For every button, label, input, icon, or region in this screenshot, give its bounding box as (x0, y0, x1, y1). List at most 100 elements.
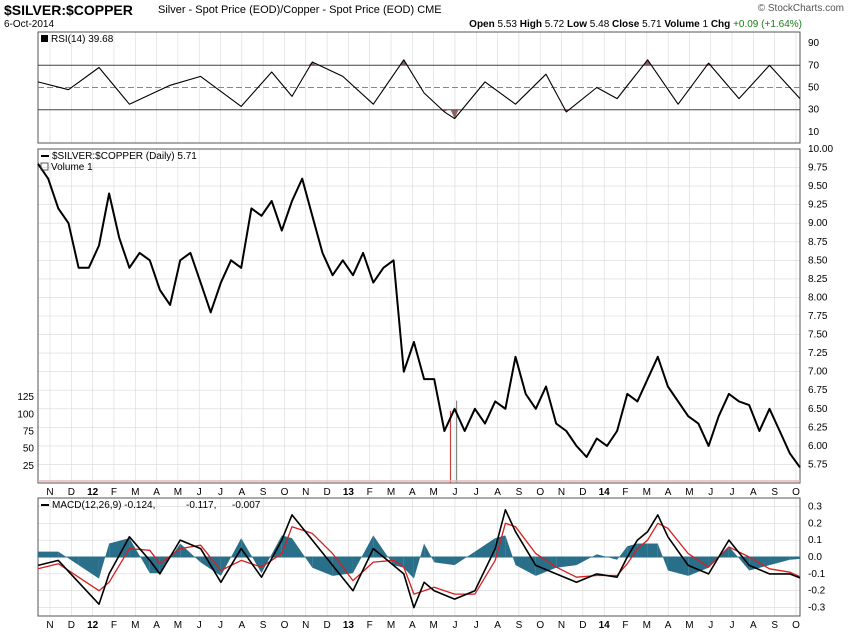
price-tick-label: 5.75 (808, 459, 828, 470)
x-axis-bottom: N D 12 F M A M J J A S O N D 13 F M A M J J A S O N D 14 F M A M J J A S O (46, 620, 800, 631)
chart-description: Silver - Spot Price (EOD)/Copper - Spot … (158, 4, 442, 16)
macd-histogram-bar (556, 557, 577, 568)
price-tick-label: 9.00 (808, 218, 828, 229)
price-tick-label: 8.25 (808, 274, 828, 285)
x-month-label: S (516, 620, 523, 631)
volume-label: Volume (664, 19, 700, 30)
macd-tick-label: 0.2 (808, 518, 822, 529)
x-month-label: J (218, 487, 223, 498)
rsi-extreme-fill (450, 109, 459, 119)
macd-histogram-bar (312, 557, 333, 576)
price-tick-label: 6.25 (808, 422, 828, 433)
x-month-label: M (429, 620, 437, 631)
x-month-label: J (708, 620, 713, 631)
x-month-label: A (409, 487, 416, 498)
x-month-label: O (536, 620, 544, 631)
x-month-label: F (111, 620, 117, 631)
x-month-label: F (111, 487, 117, 498)
description-text: Silver - Spot Price (EOD)/Copper - Spot … (158, 4, 415, 16)
low-label: Low (567, 19, 588, 30)
high-value: 5.72 (544, 19, 565, 30)
price-tick-label: 10.00 (808, 144, 833, 155)
rsi-extreme-fill (643, 59, 652, 66)
macd-tick-label: -0.3 (808, 603, 826, 614)
macd-histogram-bar (413, 543, 425, 579)
x-month-label: J (730, 620, 735, 631)
price-tick-label: 6.50 (808, 404, 828, 415)
macd-tick-label: 0.0 (808, 552, 822, 563)
x-month-label: M (643, 487, 651, 498)
x-month-label: M (131, 620, 139, 631)
x-month-label: M (685, 620, 693, 631)
x-month-label: J (474, 620, 479, 631)
x-month-label: A (238, 620, 245, 631)
open-value: 5.53 (497, 19, 517, 30)
x-month-label: F (622, 620, 628, 631)
macd-legend-hist: -0.007 (232, 500, 261, 511)
volume-tick-label: 25 (23, 461, 35, 472)
price-line (37, 163, 801, 468)
x-month-label: N (302, 620, 309, 631)
macd-histogram-bar (180, 543, 201, 563)
x-year-label: 13 (343, 487, 355, 498)
price-tick-label: 6.00 (808, 441, 828, 452)
price-tick-label: 7.75 (808, 311, 828, 322)
macd-histogram-bar (617, 546, 628, 560)
watermark: © StockCharts.com (757, 3, 844, 14)
price-tick-label: 8.75 (808, 237, 828, 248)
x-month-label: M (131, 487, 139, 498)
macd-histogram-bar (38, 551, 59, 557)
x-month-label: M (174, 487, 182, 498)
x-month-label: J (197, 620, 202, 631)
price-tick-label: 7.25 (808, 348, 828, 359)
x-month-label: A (494, 620, 501, 631)
x-month-label: O (281, 487, 289, 498)
volume-legend: Volume 1 (51, 162, 93, 173)
macd-tick-label: -0.1 (808, 569, 826, 580)
macd-line (37, 508, 801, 609)
chart-date: 6-Oct-2014 (4, 19, 55, 30)
rsi-tick-label: 50 (808, 83, 820, 94)
x-month-label: F (367, 487, 373, 498)
macd-panel: -0.3 -0.2 -0.1 0.0 0.1 0.2 0.3 MACD(12,26,9) -0… (37, 497, 826, 617)
x-month-label: O (792, 620, 800, 631)
x-month-label: A (153, 620, 160, 631)
volume-tick-label: 75 (23, 427, 35, 438)
macd-histogram-bar (129, 538, 150, 574)
price-legend: $SILVER:$COPPER (Daily) 5.71 (52, 151, 197, 162)
x-month-label: J (218, 620, 223, 631)
macd-tick-label: 0.3 (808, 501, 822, 512)
x-month-label: M (174, 620, 182, 631)
price-tick-label: 6.75 (808, 385, 828, 396)
x-month-label: O (281, 620, 289, 631)
x-month-label: D (323, 487, 330, 498)
x-month-label: N (46, 487, 53, 498)
x-year-label: 12 (87, 487, 99, 498)
macd-histogram-bar (647, 543, 658, 557)
x-month-label: J (452, 620, 457, 631)
x-month-label: N (46, 620, 53, 631)
x-month-label: M (685, 487, 693, 498)
low-value: 5.48 (589, 19, 610, 30)
macd-histogram-bar (424, 543, 435, 563)
rsi-legend-swatch (41, 35, 48, 42)
volume-tick-label: 50 (23, 444, 35, 455)
rsi-panel: 10 30 50 70 90 RSI(14) 39.68 (37, 31, 820, 144)
macd-legend: MACD(12,26,9) -0.124, (52, 500, 155, 511)
x-month-label: A (238, 487, 245, 498)
x-month-label: F (622, 487, 628, 498)
x-axis-middle: N D 12 F M A M J J A S O N D 13 F M A M J J A S O N D 14 F M A M J J A S O (46, 487, 800, 498)
macd-histogram-bar (292, 538, 313, 568)
x-month-label: N (558, 620, 565, 631)
close-label: Close (612, 19, 640, 30)
x-month-label: N (558, 487, 565, 498)
x-month-label: O (536, 487, 544, 498)
x-month-label: M (387, 487, 395, 498)
ohlc-summary: Open 5.53 High 5.72 Low 5.48 Close 5.71 … (469, 19, 802, 30)
macd-histogram-bar (434, 557, 455, 566)
macd-histogram-bar (241, 538, 262, 574)
x-month-label: D (579, 487, 586, 498)
x-month-label: A (153, 487, 160, 498)
x-month-label: J (474, 487, 479, 498)
